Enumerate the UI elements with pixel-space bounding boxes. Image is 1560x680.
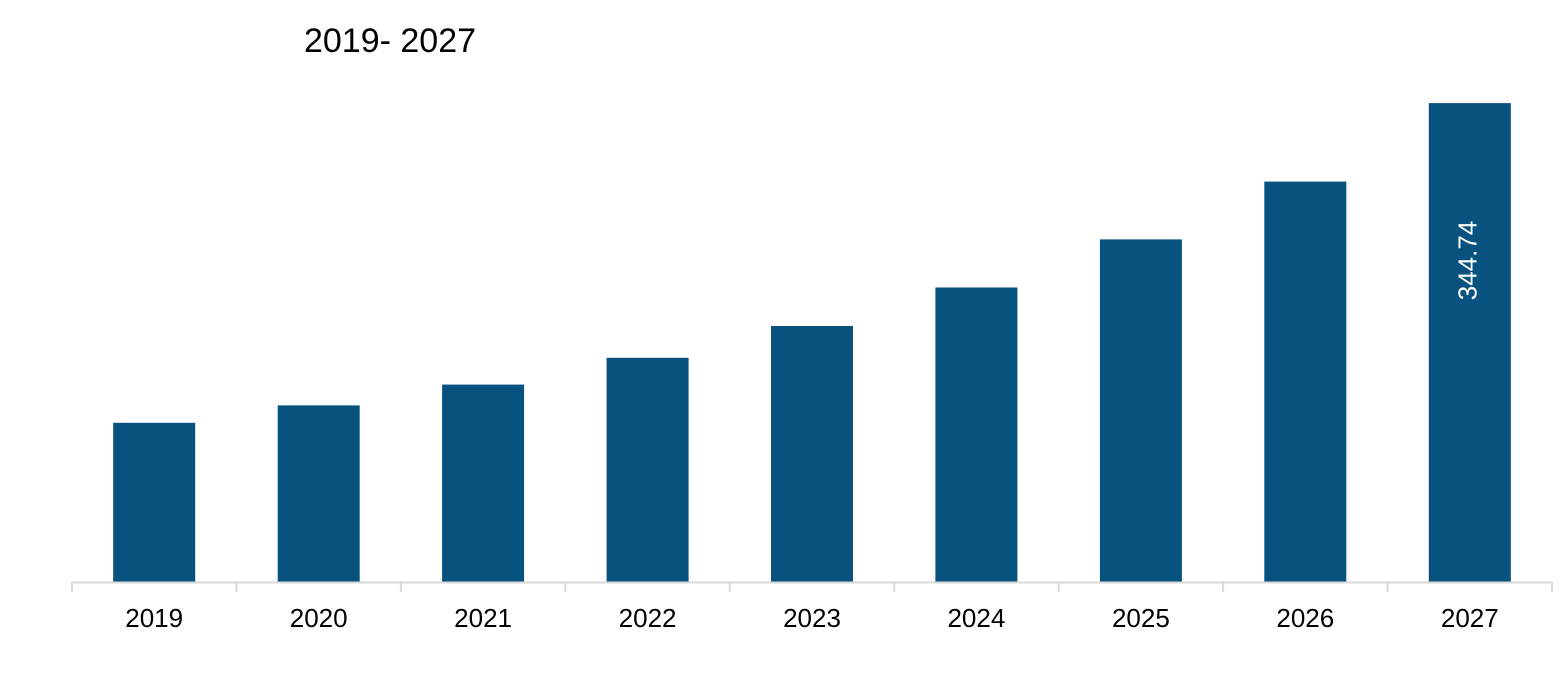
x-tick-label: 2021 [454,603,512,633]
data-labels: 344.74 [1453,221,1483,301]
x-tick-label: 2024 [947,603,1005,633]
x-tick-label: 2027 [1441,603,1499,633]
x-tick-label: 2025 [1112,603,1170,633]
x-tick-label: 2023 [783,603,841,633]
bar-2021 [442,384,525,582]
x-axis [71,581,1553,592]
bar-2025 [1099,239,1182,582]
x-tick-label: 2026 [1276,603,1334,633]
bar-2020 [277,405,360,582]
bar-2026 [1264,181,1347,582]
bar-2024 [935,287,1018,582]
bar-2019 [113,422,196,582]
bar-2022 [606,357,689,582]
chart-title: 2019- 2027 [303,22,477,60]
bar-2027 [1428,103,1511,582]
x-tick-label: 2020 [290,603,348,633]
x-tick-labels: 2019 2020 2021 2022 2023 2024 2025 2026 2027 [125,603,1498,633]
bars-layer [113,103,1511,582]
x-tick-label: 2022 [619,603,677,633]
x-tick-label: 2019 [125,603,183,633]
bar-2023 [771,326,853,582]
data-label-2027: 344.74 [1453,221,1483,301]
